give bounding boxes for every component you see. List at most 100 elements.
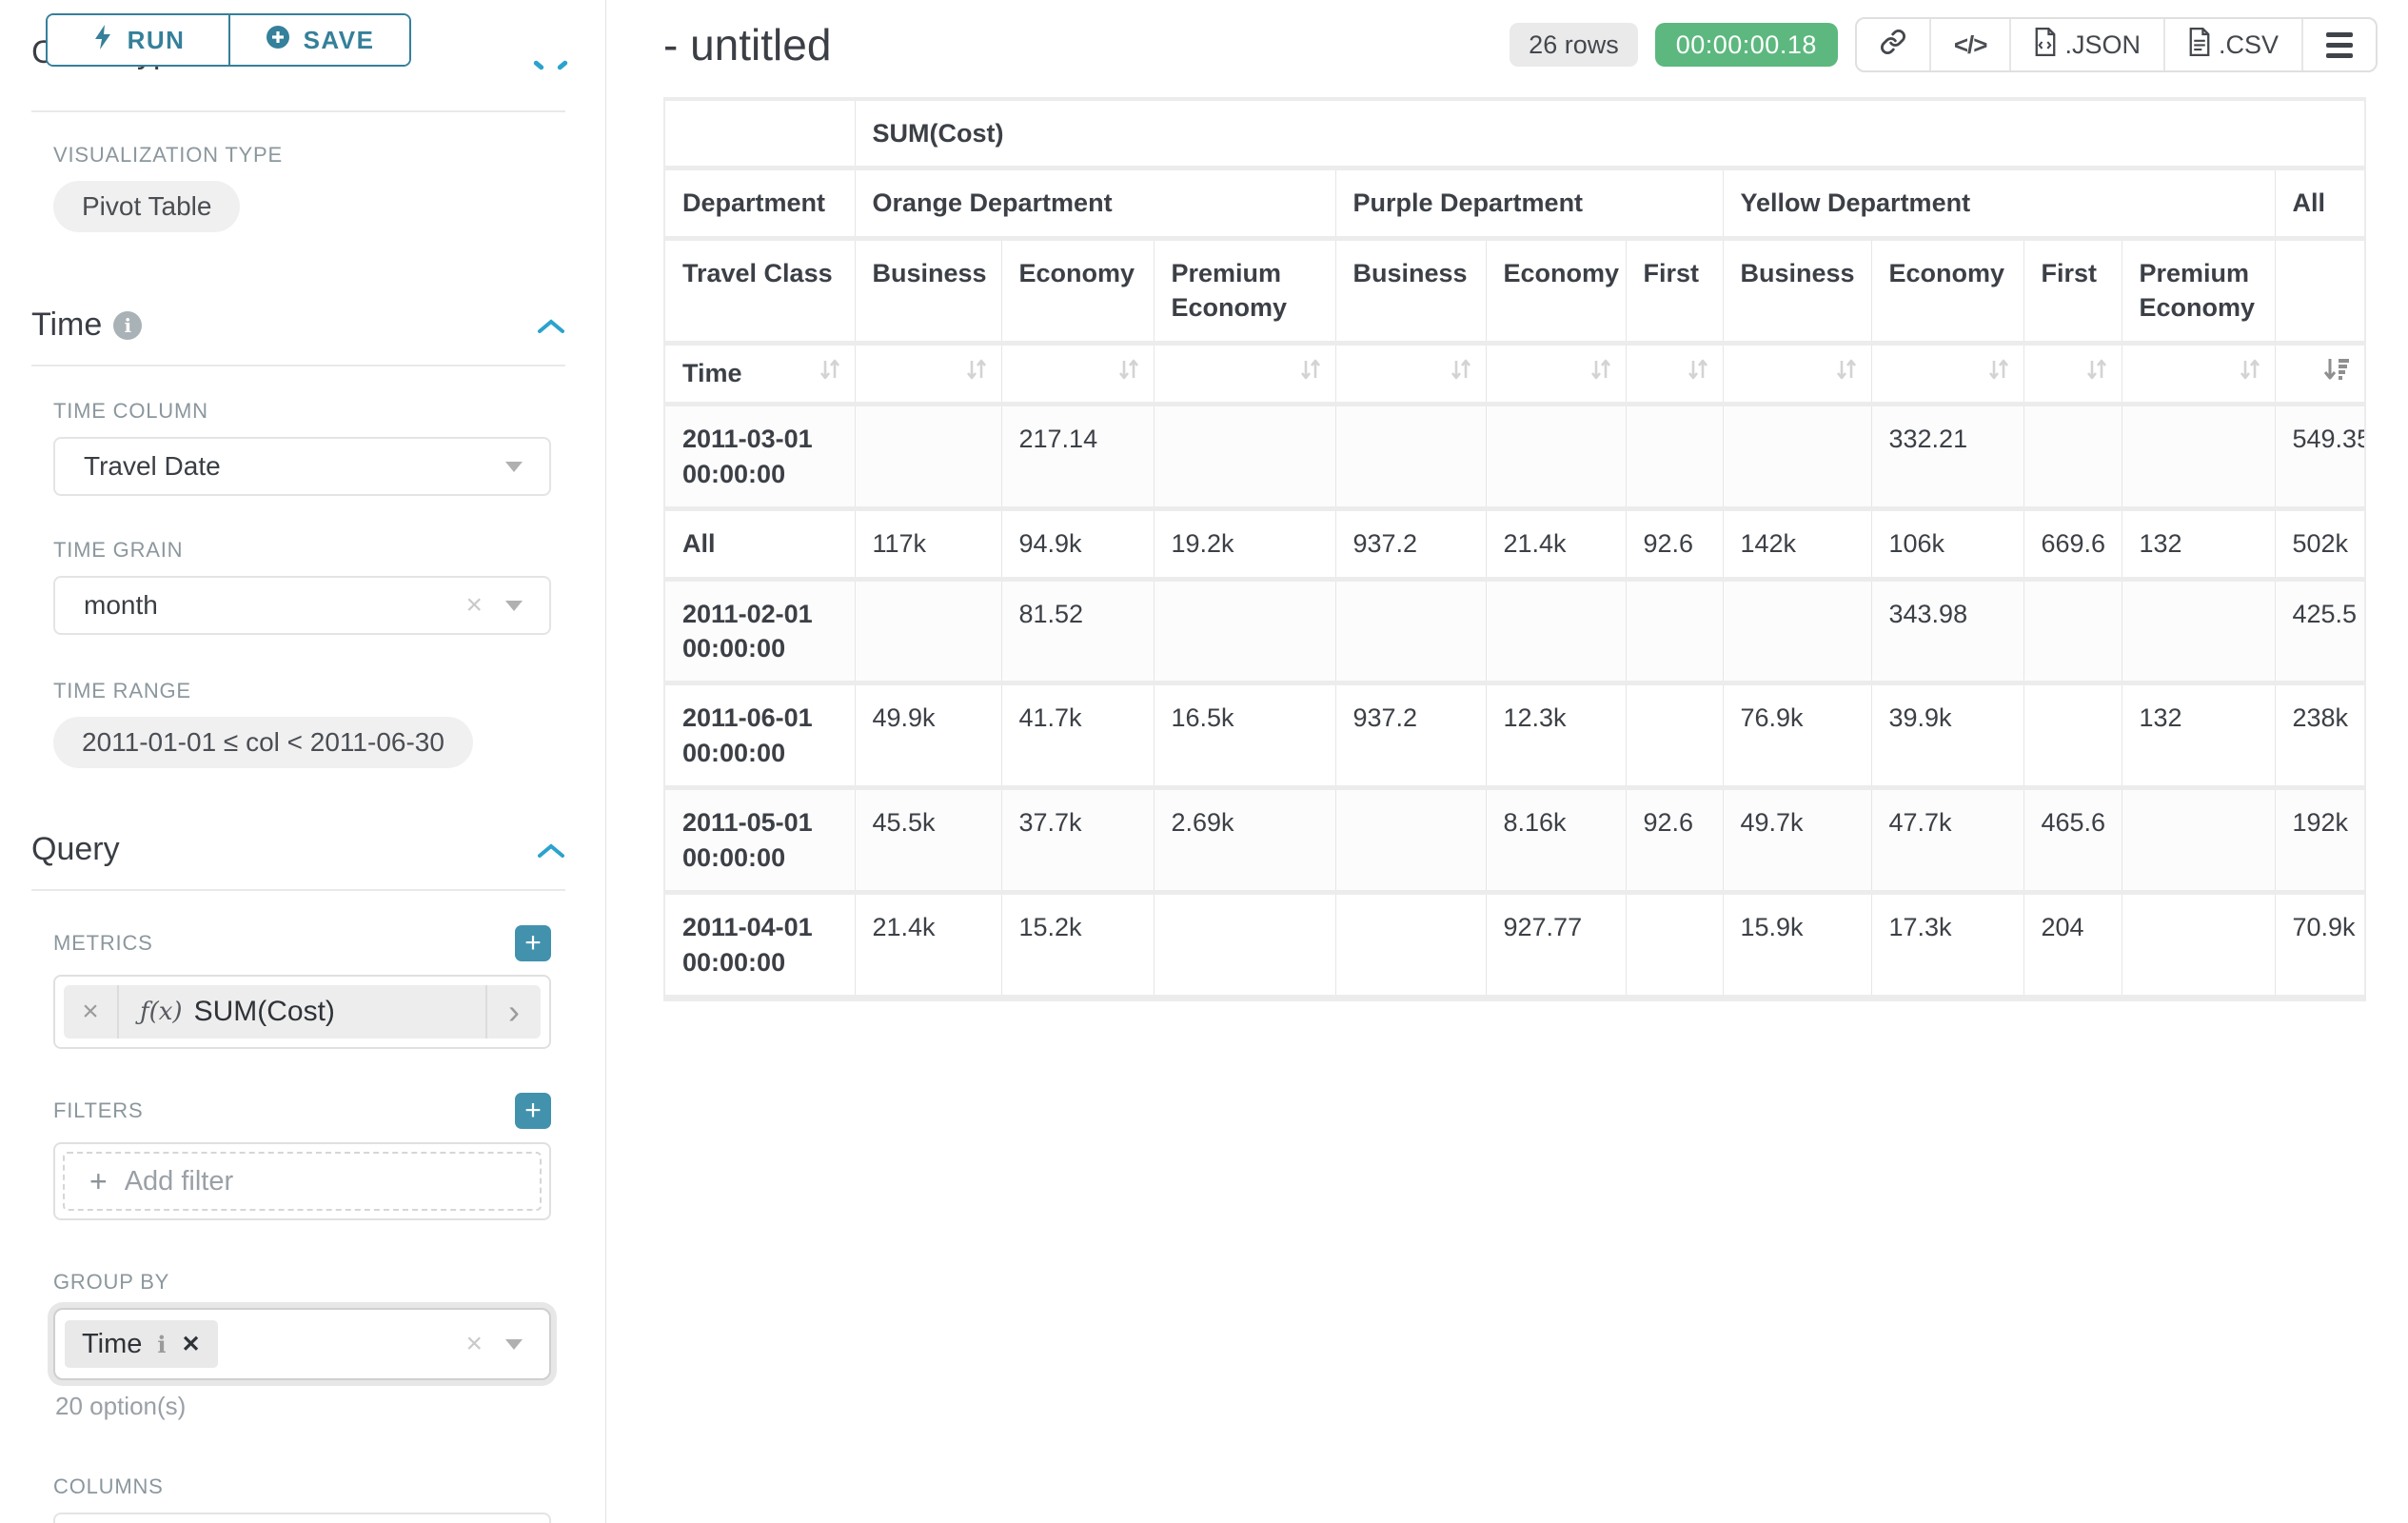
sort-updown-icon[interactable] [1687,355,1709,392]
time-column-select[interactable]: Travel Date [53,437,551,496]
value-cell [1486,404,1627,512]
column-header: Economy [1001,238,1155,346]
value-cell: 19.2k [1154,508,1336,582]
save-button[interactable]: SAVE [228,15,409,65]
plus-icon: + [89,1163,108,1198]
add-filter-dropzone[interactable]: + Add filter [63,1152,542,1211]
value-cell [1486,579,1627,686]
sort-row: Time [665,343,2365,407]
run-save-button-group: RUN SAVE [46,13,411,67]
row-label: 2011-05-01 00:00:00 [665,787,856,896]
value-cell [855,404,1002,512]
sort-updown-icon[interactable] [1117,355,1140,392]
sort-desc-icon[interactable] [2322,355,2351,392]
value-cell [2023,404,2122,512]
value-cell: 142k [1723,508,1872,582]
value-cell [1335,892,1487,999]
metric-chip[interactable]: × ƒ(x) SUM(Cost) › [64,985,541,1038]
remove-metric-icon[interactable]: × [64,985,119,1038]
chevron-up-icon[interactable] [532,59,545,71]
add-metric-button[interactable]: + [515,925,551,961]
sort-updown-icon[interactable] [1835,355,1858,392]
value-cell [2023,682,2122,791]
table-row: 2011-06-01 00:00:00 49.9k 41.7k 16.5k 937.2 1… [665,682,2365,791]
value-cell: 15.9k [1723,892,1872,999]
visualization-type-value[interactable]: Pivot Table [53,181,241,232]
sort-updown-icon[interactable] [1987,355,2010,392]
value-cell: 132 [2122,682,2276,791]
value-cell: 49.9k [855,682,1002,791]
clear-icon[interactable]: × [465,1328,483,1359]
group-by-select[interactable]: Time i ✕ × [53,1308,551,1380]
column-header: Business [1335,238,1487,346]
column-header-empty [2275,238,2365,346]
group-by-options-count: 20 option(s) [55,1392,187,1420]
row-label: 2011-06-01 00:00:00 [665,682,856,791]
value-cell: 12.3k [1486,682,1627,791]
more-menu-button[interactable] [2301,19,2376,70]
pivot-table-container: SUM(Cost) Department Orange Department P… [663,97,2367,1001]
sort-cell[interactable] [1154,343,1336,407]
value-cell: 17.3k [1871,892,2024,999]
sort-cell[interactable] [855,343,1002,407]
sort-updown-icon[interactable] [1299,355,1322,392]
table-row: All 117k 94.9k 19.2k 937.2 21.4k 92.6 142k 106k 6… [665,508,2365,582]
export-csv-button[interactable]: .CSV [2162,19,2301,70]
sort-updown-icon[interactable] [1589,355,1612,392]
view-query-button[interactable]: </> [1928,19,2010,70]
sort-updown-icon[interactable] [1450,355,1472,392]
remove-tag-icon[interactable]: ✕ [181,1331,201,1357]
metric-header-row: SUM(Cost) [665,101,2365,171]
time-sort-header[interactable]: Time [665,343,856,407]
value-cell: 37.7k [1001,787,1155,896]
sort-cell[interactable] [1335,343,1487,407]
column-header: Premium Economy [1154,238,1336,346]
add-filter-button[interactable]: + [515,1093,551,1129]
row-label: All [665,508,856,582]
filters-label: FILTERS [53,1098,144,1122]
value-cell: 132 [2122,508,2276,582]
sort-cell[interactable] [1001,343,1155,407]
time-grain-select[interactable]: month × [53,576,551,635]
row-count-badge: 26 rows [1510,23,1638,67]
chevron-up-icon[interactable] [537,307,565,344]
time-range-value[interactable]: 2011-01-01 ≤ col < 2011-06-30 [53,717,473,768]
table-row: 2011-03-01 00:00:00 217.14 332.21 549.35 [665,404,2365,512]
sort-updown-icon[interactable] [2085,355,2108,392]
info-icon[interactable]: i [113,310,143,340]
time-section-title: Time [31,307,103,343]
value-cell [1626,682,1724,791]
sort-cell[interactable] [1723,343,1872,407]
chevron-right-icon[interactable]: › [485,985,541,1038]
info-icon[interactable]: i [157,1330,167,1358]
value-cell: 41.7k [1001,682,1155,791]
chart-header: - untitled 26 rows 00:00:00.18 </> [606,0,2408,72]
share-link-button[interactable] [1857,19,1929,70]
sort-cell[interactable] [1871,343,2024,407]
value-cell [1626,404,1724,512]
metrics-label: METRICS [53,931,153,955]
export-json-button[interactable]: .JSON [2009,19,2163,70]
sort-cell-active[interactable] [2275,343,2365,407]
clear-icon[interactable]: × [465,589,483,621]
sort-updown-icon[interactable] [819,355,841,392]
sort-cell[interactable] [1486,343,1627,407]
value-cell: 15.2k [1001,892,1155,999]
chevron-up-icon[interactable] [556,59,569,71]
sort-cell[interactable] [2122,343,2276,407]
time-section-header[interactable]: Time i [31,307,565,344]
value-cell [1154,404,1336,512]
sort-cell[interactable] [2023,343,2122,407]
sort-updown-icon[interactable] [2239,355,2261,392]
group-header-purple: Purple Department [1335,168,1724,241]
columns-select[interactable]: Department ✕ Travel Class ✕ × [53,1513,551,1523]
run-button[interactable]: RUN [48,15,228,65]
caret-down-icon[interactable] [505,1339,523,1350]
sort-cell[interactable] [1626,343,1724,407]
chart-title[interactable]: - untitled [663,20,832,69]
chevron-up-icon[interactable] [537,831,565,868]
value-cell: 8.16k [1486,787,1627,896]
column-header: Business [1723,238,1872,346]
query-section-header[interactable]: Query [31,831,565,868]
sort-updown-icon[interactable] [965,355,988,392]
